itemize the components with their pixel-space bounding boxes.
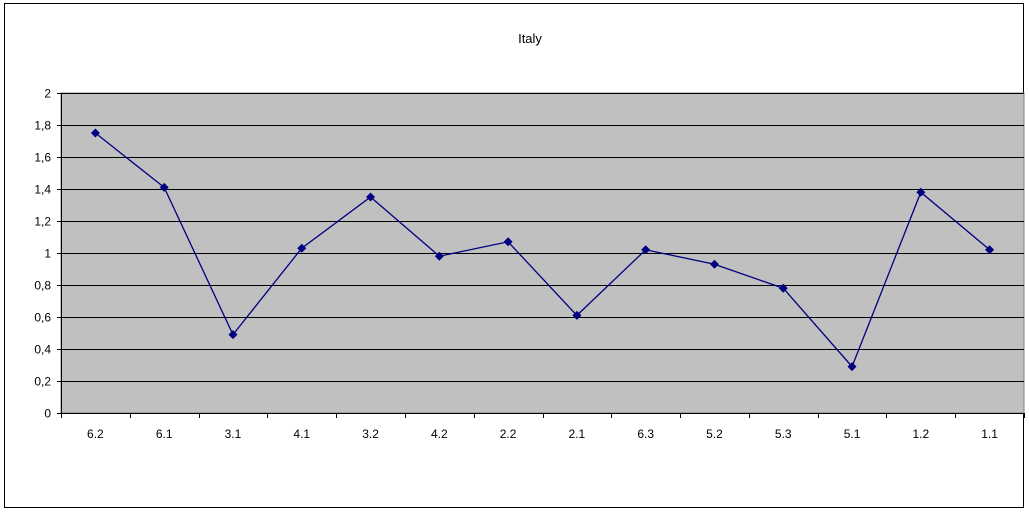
data-point-13 bbox=[985, 245, 995, 255]
data-point-10 bbox=[778, 283, 788, 293]
data-point-7 bbox=[572, 310, 582, 320]
x-axis-ticks: 6.2 6.1 3.1 4.1 3.2 4.2 2.2 2.1 6.3 5.2 5.3 5.1 1.2 1… bbox=[61, 413, 1025, 441]
y-tick-label-8: 1,6 bbox=[34, 151, 51, 165]
y-axis-ticks: 0 0,2 0,4 0,6 0,8 1 1,2 1,4 1,6 1,8 2 bbox=[34, 87, 61, 421]
x-tick-label-5: 4.2 bbox=[431, 427, 448, 441]
x-tick-label-0: 6.2 bbox=[87, 427, 104, 441]
y-tick-label-0: 0 bbox=[44, 407, 51, 421]
data-point-1 bbox=[159, 182, 169, 192]
x-tick-label-4: 3.2 bbox=[362, 427, 379, 441]
data-point-6 bbox=[503, 237, 513, 247]
y-tick-label-7: 1,4 bbox=[34, 183, 51, 197]
x-tick-label-13: 1.1 bbox=[981, 427, 998, 441]
data-point-9 bbox=[709, 259, 719, 269]
chart-title: Italy bbox=[518, 31, 542, 46]
x-tick-label-1: 6.1 bbox=[156, 427, 173, 441]
x-tick-label-8: 6.3 bbox=[637, 427, 654, 441]
y-tick-label-5: 1 bbox=[44, 247, 51, 261]
x-tick-label-2: 3.1 bbox=[225, 427, 242, 441]
y-tick-label-4: 0,8 bbox=[34, 279, 51, 293]
y-tick-label-6: 1,2 bbox=[34, 215, 51, 229]
data-point-11 bbox=[847, 362, 857, 372]
y-tick-label-10: 2 bbox=[44, 87, 51, 101]
x-tick-label-12: 1.2 bbox=[912, 427, 929, 441]
data-point-2 bbox=[228, 330, 238, 340]
data-point-4 bbox=[366, 192, 376, 202]
x-tick-label-7: 2.1 bbox=[569, 427, 586, 441]
y-tick-label-9: 1,8 bbox=[34, 119, 51, 133]
y-tick-label-3: 0,6 bbox=[34, 311, 51, 325]
y-tick-label-1: 0,2 bbox=[34, 375, 51, 389]
line-chart: Italy 0 0,2 0,4 0,6 0,8 1 1,2 1,4 1,6 1,8 2 6.2 6.1… bbox=[34, 31, 1025, 441]
series bbox=[90, 128, 995, 372]
data-point-5 bbox=[434, 251, 444, 261]
x-tick-label-11: 5.1 bbox=[844, 427, 861, 441]
data-point-12 bbox=[916, 187, 926, 197]
chart-frame: Italy 0 0,2 0,4 0,6 0,8 1 1,2 1,4 1,6 1,8 2 6.2 6.1… bbox=[4, 3, 1025, 508]
axes bbox=[61, 93, 1024, 414]
data-point-0 bbox=[90, 128, 100, 138]
y-tick-label-2: 0,4 bbox=[34, 343, 51, 357]
series-line-0 bbox=[94, 132, 991, 368]
x-tick-label-3: 4.1 bbox=[293, 427, 310, 441]
data-point-8 bbox=[641, 245, 651, 255]
data-point-3 bbox=[297, 243, 307, 253]
x-tick-label-10: 5.3 bbox=[775, 427, 792, 441]
gridlines bbox=[61, 93, 1024, 382]
x-tick-label-9: 5.2 bbox=[706, 427, 723, 441]
x-tick-label-6: 2.2 bbox=[500, 427, 517, 441]
